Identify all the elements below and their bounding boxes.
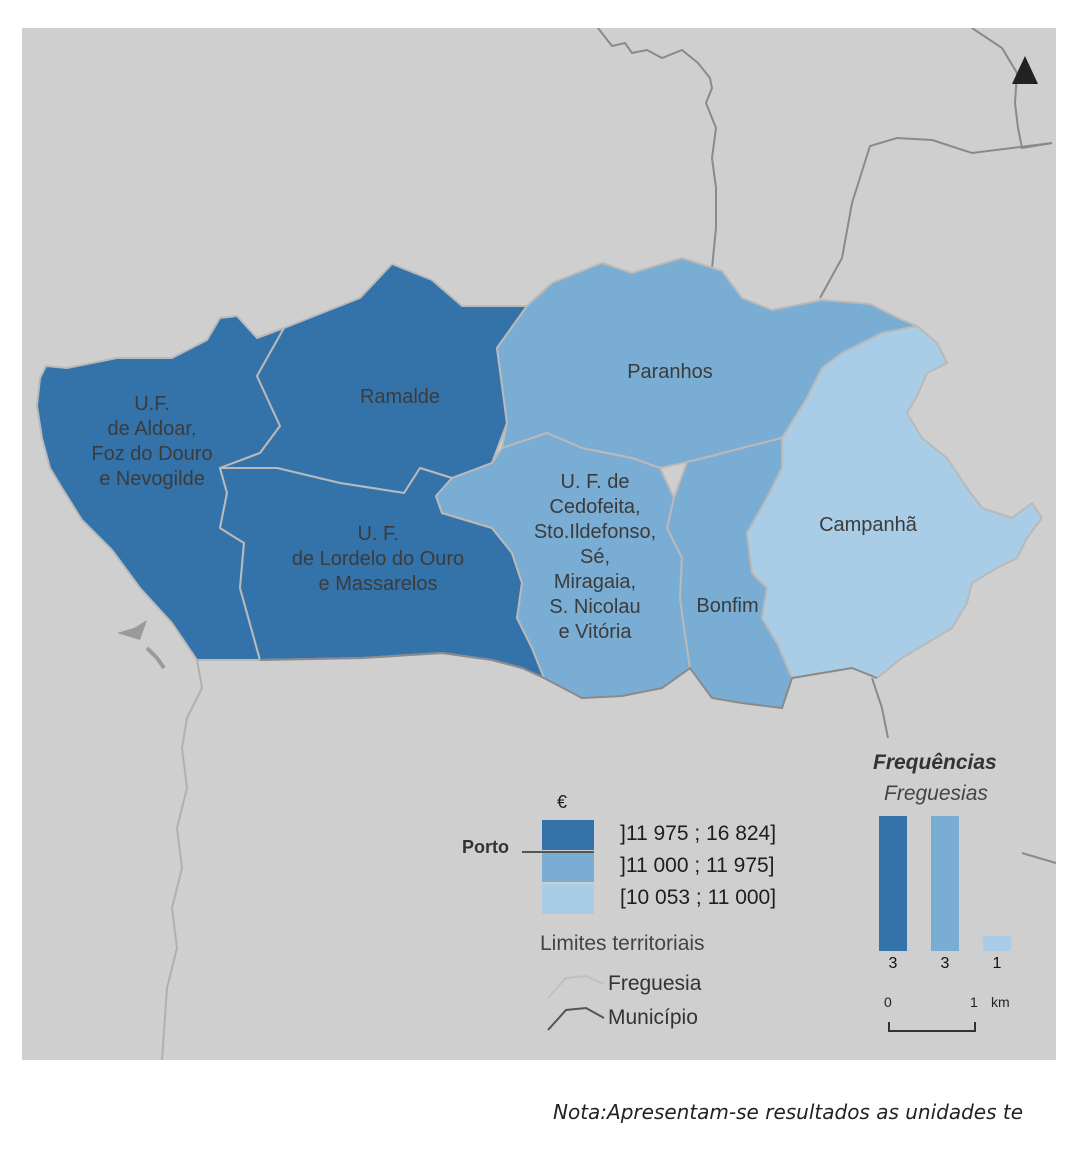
currency-symbol: €	[557, 792, 568, 812]
porto-label: Porto	[462, 837, 509, 857]
limits-title: Limites territoriais	[540, 932, 705, 955]
scale-end: 1	[970, 994, 978, 1010]
frequency-bar	[879, 816, 907, 951]
legend-swatch-mid	[542, 852, 594, 882]
freguesia-line-icon	[547, 974, 605, 999]
legend-range-high: ]11 975 ; 16 824]	[620, 822, 777, 845]
label-paranhos: Paranhos	[627, 361, 713, 383]
scale-start: 0	[884, 994, 892, 1010]
frequency-count: 3	[940, 955, 950, 972]
footnote: Nota:Apresentam-se resultados as unidade…	[553, 1100, 1024, 1124]
scale-unit: km	[991, 994, 1010, 1010]
map-canvas	[36, 28, 1056, 1060]
label-cedofeita: U. F. de Cedofeita, Sto.Ildefonso, Sé, M…	[533, 471, 657, 643]
municipio-label: Município	[608, 1006, 698, 1029]
municipio-line-icon	[547, 1006, 605, 1031]
neighbour-municipality-borders	[597, 28, 1056, 864]
frequency-count: 3	[888, 955, 898, 972]
legend-range-low: [10 053 ; 11 000]	[620, 886, 777, 909]
label-campanha: Campanhã	[819, 514, 917, 536]
legend-range-mid: ]11 000 ; 11 975]	[620, 854, 775, 877]
map-frame	[22, 28, 1056, 1060]
label-lordelo: U. F. de Lordelo do Ouro e Massarelos	[291, 523, 465, 595]
north-arrow-icon	[1012, 56, 1038, 84]
south-bank-coastline	[161, 659, 204, 1060]
region-ramalde	[219, 263, 528, 494]
region-campanha	[746, 325, 1043, 679]
freguesias	[36, 257, 1043, 709]
frequency-bar	[983, 936, 1011, 951]
frequency-count: 1	[992, 955, 1002, 972]
scale-bar	[888, 1022, 976, 1032]
frequencies-title: Frequências	[873, 751, 997, 774]
legend-swatch-high	[542, 820, 594, 850]
label-aldoar: U.F. de Aldoar, Foz do Douro e Nevogilde	[91, 393, 213, 490]
frequencies-subtitle: Freguesias	[884, 782, 988, 805]
pier-shape	[117, 620, 147, 640]
pier-shape	[145, 646, 166, 670]
porto-leader-line	[522, 851, 594, 853]
freguesia-label: Freguesia	[608, 972, 702, 995]
frequency-bar	[931, 816, 959, 951]
municipio-outline	[259, 651, 878, 710]
legend-swatch-low	[542, 884, 594, 914]
label-bonfim: Bonfim	[696, 595, 759, 617]
label-ramalde: Ramalde	[359, 386, 441, 408]
